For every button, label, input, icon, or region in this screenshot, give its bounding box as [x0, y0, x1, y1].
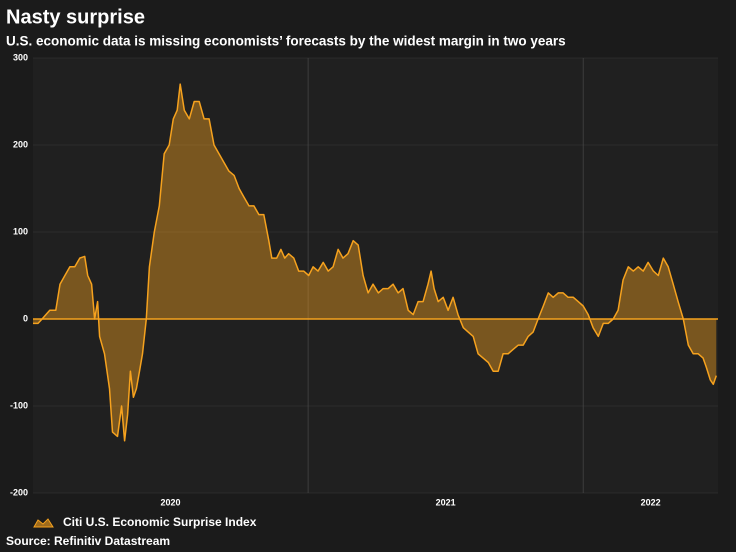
y-tick-label: 200: [13, 139, 28, 149]
legend-label: Citi U.S. Economic Surprise Index: [63, 515, 257, 529]
y-tick-label: -100: [10, 400, 28, 410]
line: [33, 83, 718, 442]
plot-area: [33, 58, 718, 493]
y-tick-label: 0: [23, 313, 28, 323]
y-tick-label: -200: [10, 487, 28, 497]
x-tick-label: 2022: [641, 497, 661, 507]
y-tick-label: 100: [13, 226, 28, 236]
area: [33, 84, 717, 441]
chart-title: Nasty surprise: [6, 6, 145, 28]
legend-swatch: [33, 518, 54, 528]
x-tick-label: 2021: [436, 497, 456, 507]
chart-subtitle: U.S. economic data is missing economists…: [6, 34, 566, 49]
y-tick-label: 300: [13, 52, 28, 62]
source: Source: Refinitiv Datastream: [6, 534, 170, 548]
x-tick-label: 2020: [161, 497, 181, 507]
